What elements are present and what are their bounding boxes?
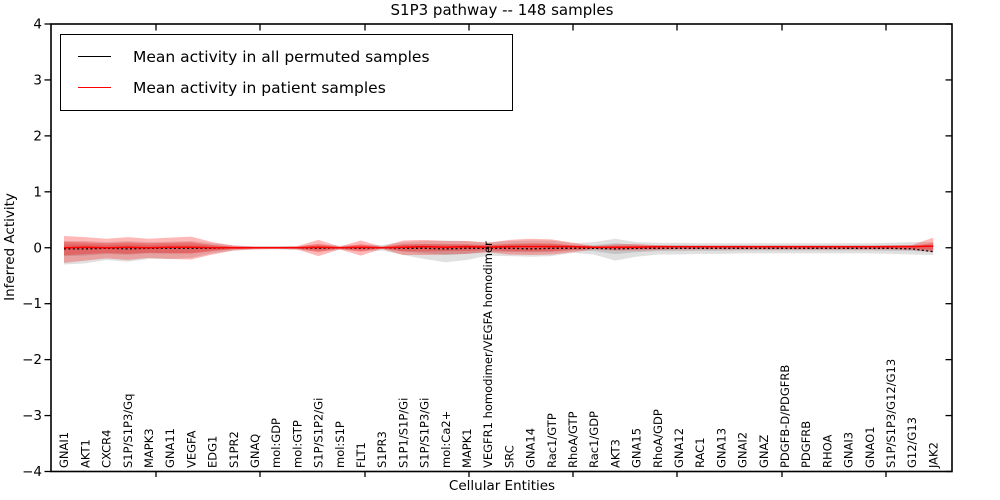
x-category-label: mol:GTP	[290, 420, 304, 468]
x-category-label: RHOA	[820, 435, 834, 468]
x-category-label: Rac1/GTP	[545, 413, 559, 468]
x-category-label: RhoA/GDP	[651, 409, 665, 468]
x-category-label: RhoA/GTP	[566, 411, 580, 468]
x-category-label: S1PR2	[227, 431, 241, 468]
permuted-line-swatch	[78, 56, 111, 57]
x-category-label: RAC1	[693, 437, 707, 468]
x-category-label: S1P1/S1P/Gi	[396, 398, 410, 468]
x-category-label: Rac1/GDP	[587, 411, 601, 468]
x-category-label: SRC	[502, 445, 516, 468]
x-category-label: VEGFR1 homodimer/VEGFA homodimer	[481, 241, 495, 468]
patient-band	[64, 236, 934, 263]
x-category-label: AKT1	[78, 439, 92, 468]
x-category-label: GNA15	[630, 428, 644, 468]
x-category-label: MAPK3	[142, 428, 156, 468]
legend-label-permuted: Mean activity in all permuted samples	[133, 47, 430, 66]
patient-mean-line	[63, 245, 934, 249]
y-tick-label: −3	[22, 408, 42, 424]
x-category-label: EDG1	[206, 436, 220, 468]
x-category-label: S1P/S1P3/Gi	[418, 398, 432, 468]
x-category-label: GNA13	[714, 428, 728, 468]
x-category-label: G12/G13	[905, 417, 919, 468]
permuted-band	[64, 238, 934, 265]
x-category-label: GNA11	[163, 428, 177, 468]
x-category-label: S1P/S1P3/Gq	[121, 394, 135, 468]
x-category-label: PDGFRB	[799, 421, 813, 468]
x-category-label: PDGFB-D/PDGFRB	[778, 365, 792, 468]
x-category-label: mol:S1P	[333, 421, 347, 468]
x-category-label: mol:GDP	[269, 418, 283, 468]
x-category-label: FLT1	[354, 442, 368, 468]
x-category-label: GNAI1	[57, 432, 71, 468]
y-tick-label: −2	[22, 352, 42, 368]
x-category-label: JAK2	[926, 442, 940, 469]
y-tick-label: −4	[22, 464, 42, 480]
x-category-label: S1P/S1P3/G12/G13	[884, 359, 898, 468]
x-axis-label: Cellular Entities	[448, 478, 556, 494]
y-tick-label: 3	[33, 72, 42, 88]
x-category-label: VEGFA	[184, 430, 198, 468]
legend-label-patient: Mean activity in patient samples	[133, 78, 386, 97]
patient-band	[64, 241, 934, 256]
x-category-label: GNAO1	[863, 426, 877, 468]
axes-spines	[50, 23, 953, 473]
x-category-label: GNAQ	[248, 434, 262, 468]
x-category-label: GNA14	[524, 428, 538, 468]
x-category-label: S1PR3	[375, 431, 389, 468]
y-tick-label: 2	[33, 128, 42, 144]
legend-entry-permuted: Mean activity in all permuted samples	[61, 41, 512, 72]
y-tick-label: 4	[33, 17, 42, 33]
x-category-label: GNAZ	[757, 435, 771, 468]
x-category-label: GNAI2	[736, 432, 750, 468]
y-tick-label: 0	[33, 240, 42, 256]
y-tick-label: −1	[22, 296, 42, 312]
x-category-label: AKT3	[608, 439, 622, 468]
x-category-label: MAPK1	[460, 428, 474, 468]
x-category-label: GNAI3	[842, 432, 856, 468]
legend: Mean activity in all permuted samples Me…	[60, 34, 513, 111]
x-category-label: S1P/S1P2/Gi	[312, 398, 326, 468]
x-category-label: CXCR4	[100, 430, 114, 468]
legend-entry-patient: Mean activity in patient samples	[61, 72, 512, 103]
x-category-label: mol:Ca2+	[439, 411, 453, 468]
x-category-label: GNA12	[672, 428, 686, 468]
patient-line-swatch	[78, 87, 111, 88]
chart-title: S1P3 pathway -- 148 samples	[390, 1, 614, 19]
y-tick-label: 1	[33, 184, 42, 200]
